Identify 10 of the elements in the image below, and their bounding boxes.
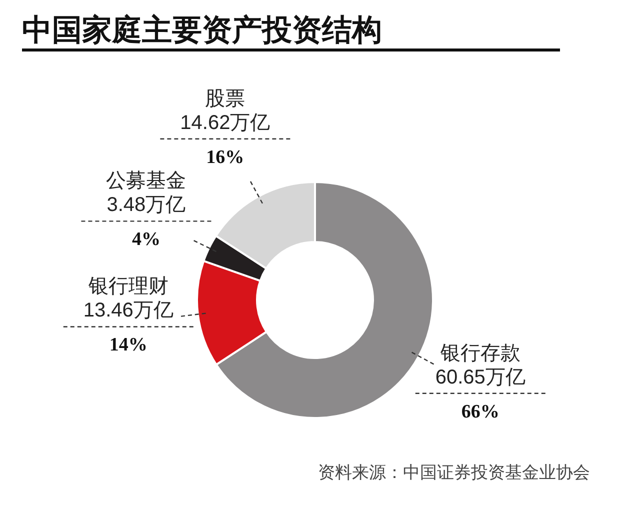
- text: 资料来源：中国证券投资基金业协会: [318, 463, 590, 482]
- slice-label: 银行存款: [439, 342, 520, 364]
- data-label: 60.65万亿 66%: [435, 366, 526, 422]
- slice-label: 公募基金: [106, 170, 186, 192]
- slice-label: 股票: [205, 88, 246, 110]
- chart-title: 中国家庭主要资产投资结构: [22, 13, 382, 47]
- data-label: 13.46万亿 14%: [83, 300, 174, 356]
- data-label: 3.48万亿 4%: [106, 194, 186, 250]
- slice-label: 银行理财: [87, 276, 168, 298]
- data-label: 14.62万亿 16%: [180, 112, 270, 168]
